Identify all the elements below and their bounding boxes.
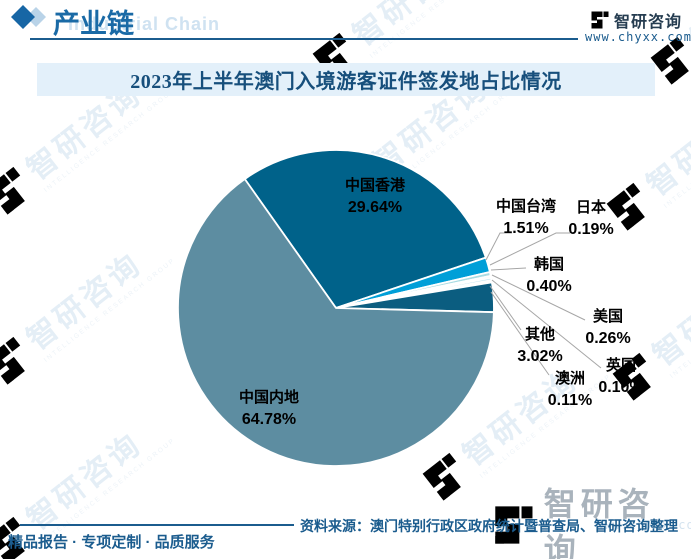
pie-label-name: 日本 [575, 199, 606, 216]
data-source-note: 资料来源：澳门特别行政区政府统计暨普查局、智研咨询整理 [300, 518, 678, 534]
pie-label-英国: 英国 0.10% [556, 355, 686, 399]
pie-label-韩国: 韩国 0.40% [484, 254, 614, 298]
pie-label-中国香港: 中国香港 29.64% [310, 175, 440, 219]
watermark-brand: 智研咨询 [647, 262, 691, 373]
pie-label-value: 29.64% [347, 199, 403, 216]
pie-label-name: 中国内地 [238, 389, 299, 406]
pie-label-value: 1.51% [503, 220, 549, 237]
watermark-brand: 智研咨询 [457, 362, 585, 473]
pie-label-value: 0.10% [598, 379, 644, 396]
chyxx-logo-icon [0, 336, 35, 385]
chyxx-logo-icon [422, 452, 471, 501]
footer-divider [20, 524, 294, 526]
footer-tagline: 精品报告 · 专项定制 · 品质服务 [8, 534, 215, 551]
brand-block: 智研咨询 [590, 8, 682, 32]
pie-slice-其他 [335, 281, 495, 314]
watermark-tagline-en: INTELLIGENCE RESEARCH GROUP [668, 273, 691, 380]
leader-line-澳洲 [490, 291, 550, 376]
watermark-tagline-en: INTELLIGENCE RESEARCH GROUP [388, 80, 523, 188]
pie-label-其他: 其他 3.02% [475, 324, 605, 368]
pie-slice-中国香港 [243, 149, 487, 309]
leader-line-中国台湾 [485, 232, 512, 261]
watermark-tagline-en: INTELLIGENCE RESEARCH GROUP [42, 256, 177, 364]
pie-label-name: 澳洲 [554, 370, 585, 387]
chart-title: 2023年上半年澳门入境游客证件签发地占比情况 [130, 71, 562, 93]
pie-label-value: 3.02% [517, 348, 563, 365]
pie-slice-美国 [335, 276, 493, 309]
pie-label-澳洲: 澳洲 0.11% [505, 368, 635, 412]
pie-label-中国内地: 中国内地 64.78% [204, 387, 334, 431]
pie-slice-中国台湾 [335, 256, 491, 309]
watermark-brand: 智研咨询 [21, 246, 149, 357]
page-footer: 精品报告 · 专项定制 · 品质服务 资料来源：澳门特别行政区政府统计暨普查局、… [0, 505, 691, 559]
watermark-tagline-en: INTELLIGENCE RESEARCH GROUP [662, 103, 691, 210]
watermark-brand: 智研咨询 [641, 92, 691, 203]
leader-line-韩国 [490, 267, 527, 271]
pie-slice-中国内地 [177, 178, 495, 467]
watermark-logo: 智研咨询 INTELLIGENCE RESEARCH GROUP [605, 238, 691, 408]
page-header: Industrial Chain 产业链 智研咨询 www.chyxx.com [0, 0, 691, 46]
watermark-text: 智研咨询 INTELLIGENCE RESEARCH GROUP [452, 338, 613, 480]
chyxx-logo-icon [0, 166, 35, 215]
pie-label-name: 中国香港 [344, 177, 405, 194]
pie-label-name: 韩国 [533, 256, 564, 273]
section-title-en: Industrial Chain [68, 14, 221, 34]
watermark-logo: 智研咨询 INTELLIGENCE RESEARCH GROUP [415, 338, 613, 508]
brand-name: 智研咨询 [614, 14, 683, 31]
leader-line-其他 [489, 285, 522, 331]
pie-label-value: 0.40% [526, 278, 572, 295]
leader-line-英国 [491, 279, 602, 369]
header-divider [30, 38, 578, 40]
pie-label-name: 其他 [524, 326, 555, 343]
pie-label-中国台湾: 中国台湾 1.51% [461, 196, 591, 240]
watermark-url: www.chyxx.com [596, 518, 691, 532]
pie-label-name: 英国 [605, 357, 636, 374]
pie-label-name: 美国 [592, 308, 623, 325]
watermark-text: 智研咨询 INTELLIGENCE RESEARCH GROUP [642, 238, 691, 380]
pie-label-value: 0.11% [547, 392, 593, 409]
pie-slice-澳洲 [335, 280, 493, 309]
brand-url[interactable]: www.chyxx.com [585, 30, 691, 44]
section-title: 产业链 [53, 9, 134, 39]
pie-label-value: 0.26% [585, 330, 631, 347]
pie-label-美国: 美国 0.26% [543, 306, 673, 350]
chyxx-logo-icon [332, 160, 381, 209]
watermark-text: 智研咨询 INTELLIGENCE RESEARCH GROUP [16, 222, 177, 364]
pie-label-日本: 日本 0.19% [526, 197, 656, 241]
chyxx-logo-icon [591, 11, 609, 29]
watermark-tagline-en: INTELLIGENCE RESEARCH GROUP [478, 372, 613, 480]
watermark-tagline-en: INTELLIGENCE RESEARCH GROUP [42, 86, 177, 194]
watermark-logo: 智研咨询 INTELLIGENCE RESEARCH GROUP [0, 222, 177, 392]
chart-title-banner: 2023年上半年澳门入境游客证件签发地占比情况 [37, 63, 655, 96]
pie-slice-韩国 [335, 271, 492, 309]
pie-slice-英国 [335, 279, 493, 309]
leader-line-日本 [489, 232, 570, 266]
pie-label-value: 64.78% [241, 411, 297, 428]
pie-label-name: 中国台湾 [495, 198, 556, 215]
leader-line-美国 [491, 274, 586, 321]
chyxx-logo-icon [606, 182, 655, 231]
chyxx-logo-icon [612, 352, 661, 401]
pie-slice-日本 [335, 275, 492, 309]
diamond-icon [10, 4, 50, 37]
pie-label-value: 0.19% [568, 221, 614, 238]
